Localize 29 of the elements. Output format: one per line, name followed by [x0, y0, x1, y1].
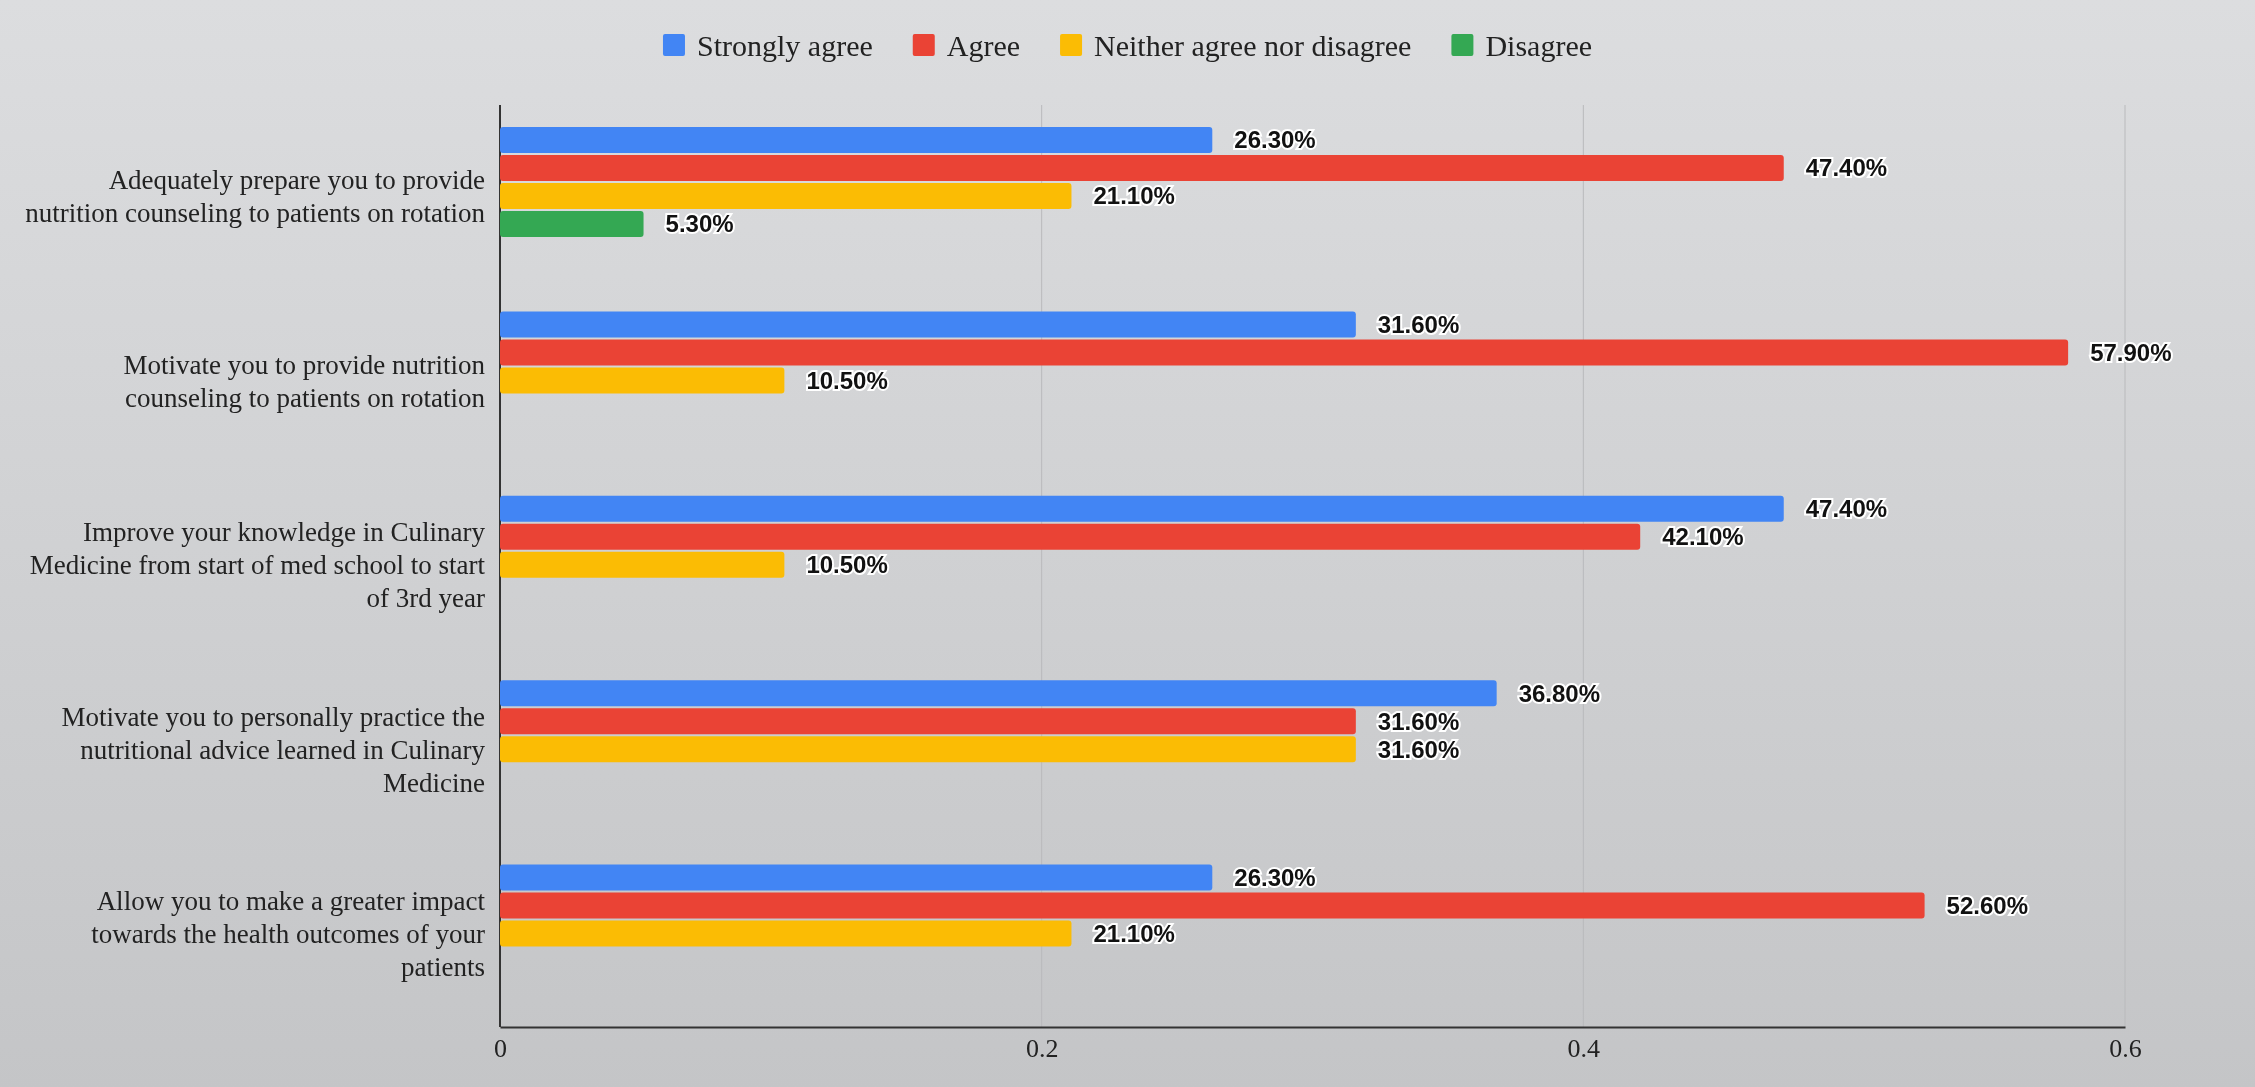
- data-label: 47.40%: [1805, 154, 1888, 182]
- data-label: 10.50%: [806, 551, 888, 579]
- data-label: 57.90%: [2090, 338, 2172, 366]
- y-tick-label: Allow you to make a greater impact towards the health outcomes of your patients: [90, 885, 485, 985]
- data-label: 36.80%: [1518, 679, 1601, 707]
- y-tick-label: Improve your knowledge in Culinary Medicine from start of med school to start of 3rd year: [28, 516, 485, 616]
- data-label: 31.60%: [1377, 310, 1460, 338]
- x-tick-label: 0.2: [1025, 1034, 1059, 1064]
- y-tick-label: Motivate you to personally practice the nutritional advice learned in Culinary Medicine: [60, 700, 485, 800]
- data-label: 31.60%: [1377, 735, 1460, 763]
- x-tick-label: 0: [494, 1034, 507, 1064]
- data-label: 5.30%: [665, 210, 734, 238]
- data-label: 31.60%: [1377, 707, 1460, 735]
- x-tick-label: 0.6: [2109, 1034, 2142, 1064]
- data-label: 21.10%: [1093, 182, 1175, 210]
- x-tick-label: 0.4: [1567, 1034, 1601, 1064]
- data-label: 10.50%: [806, 366, 888, 394]
- y-tick-label: Adequately prepare you to provide nutrition counseling to patients on rotation: [24, 164, 485, 231]
- data-label: 26.30%: [1234, 126, 1316, 154]
- data-label: 47.40%: [1805, 495, 1888, 523]
- data-label: 42.10%: [1662, 523, 1744, 551]
- legend-label: Disagree: [1485, 28, 1593, 62]
- data-label: 21.10%: [1093, 920, 1175, 947]
- legend-label: Neither agree nor disagree: [1094, 28, 1412, 62]
- data-label: 52.60%: [1946, 892, 2028, 919]
- legend-label: Strongly agree: [696, 28, 873, 62]
- data-label: 26.30%: [1234, 864, 1316, 891]
- legend-label: Agree: [946, 28, 1021, 62]
- y-tick-label: Motivate you to provide nutrition counseling to patients on rotation: [122, 348, 485, 415]
